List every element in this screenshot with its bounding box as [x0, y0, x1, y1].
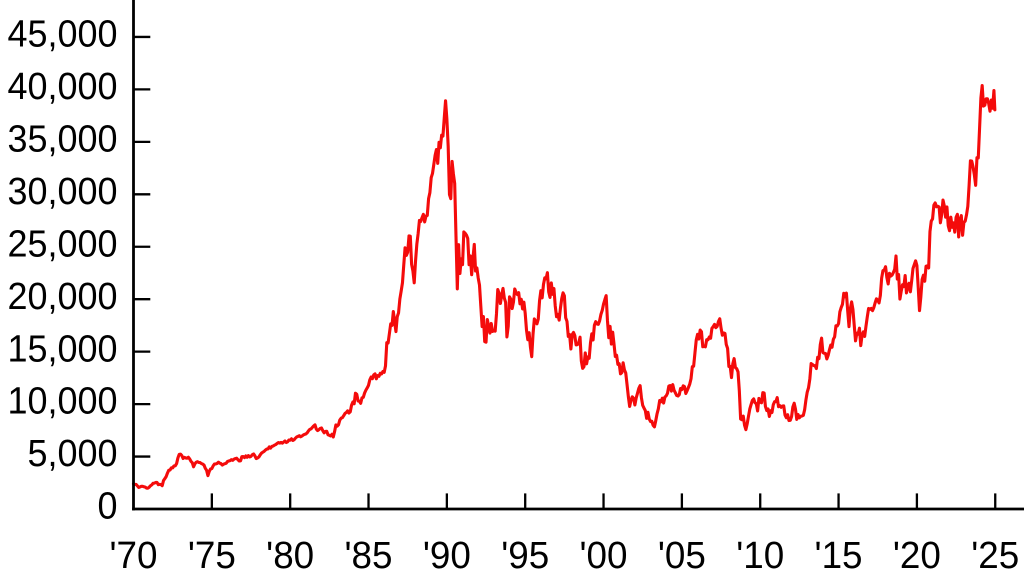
svg-text:'25: '25: [971, 535, 1019, 577]
svg-text:'05: '05: [658, 535, 706, 577]
svg-text:0: 0: [98, 486, 118, 528]
svg-text:40,000: 40,000: [8, 66, 118, 108]
svg-text:'00: '00: [580, 535, 628, 577]
svg-text:15,000: 15,000: [8, 328, 118, 370]
svg-text:'75: '75: [188, 535, 236, 577]
svg-text:'80: '80: [266, 535, 314, 577]
svg-text:'20: '20: [893, 535, 941, 577]
svg-text:5,000: 5,000: [28, 433, 118, 475]
svg-text:'95: '95: [501, 535, 549, 577]
svg-text:'70: '70: [110, 535, 158, 577]
svg-text:'10: '10: [736, 535, 784, 577]
svg-text:25,000: 25,000: [8, 223, 118, 265]
svg-text:'90: '90: [423, 535, 471, 577]
svg-text:20,000: 20,000: [8, 276, 118, 318]
svg-text:'85: '85: [345, 535, 393, 577]
svg-text:'15: '15: [815, 535, 863, 577]
svg-text:45,000: 45,000: [8, 14, 118, 56]
svg-text:10,000: 10,000: [8, 381, 118, 423]
svg-text:30,000: 30,000: [8, 171, 118, 213]
svg-text:35,000: 35,000: [8, 118, 118, 160]
